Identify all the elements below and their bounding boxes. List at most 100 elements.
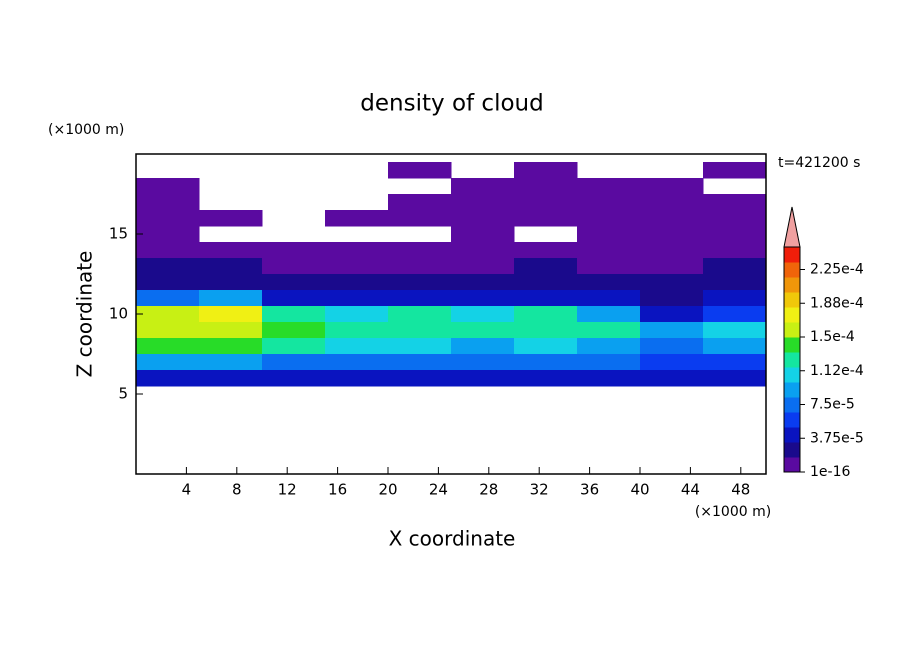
field-cell xyxy=(388,162,452,179)
field-cell xyxy=(199,242,263,259)
y-tick-label: 15 xyxy=(109,225,128,243)
field-cell xyxy=(199,274,263,291)
field-cell xyxy=(136,370,200,387)
field-cell xyxy=(640,258,704,275)
x-tick-label: 8 xyxy=(232,481,242,499)
field-cell xyxy=(325,306,389,323)
colorbar-band xyxy=(784,412,800,428)
field-cell xyxy=(325,258,389,275)
field-cell xyxy=(703,290,767,307)
field-cell xyxy=(514,162,578,179)
field-cell xyxy=(388,322,452,339)
colorbar-band xyxy=(784,382,800,398)
field-cell xyxy=(577,194,641,211)
field-cell xyxy=(388,338,452,355)
field-cell xyxy=(136,242,200,259)
field-cell xyxy=(640,290,704,307)
field-cell xyxy=(199,290,263,307)
field-cell xyxy=(199,322,263,339)
colorbar-label: 1.88e-4 xyxy=(810,295,864,311)
x-tick-label: 4 xyxy=(182,481,192,499)
field-cell xyxy=(388,354,452,371)
colorbar-label: 2.25e-4 xyxy=(810,262,864,278)
field-cell xyxy=(577,322,641,339)
field-cell xyxy=(640,370,704,387)
field-cell xyxy=(514,290,578,307)
field-cell xyxy=(262,370,326,387)
field-cell xyxy=(514,178,578,195)
colorbar-band xyxy=(784,427,800,443)
field-cell xyxy=(199,210,263,227)
field-cell xyxy=(514,210,578,227)
colorbar-band xyxy=(784,442,800,458)
x-axis-label: X coordinate xyxy=(389,527,516,551)
field-cell xyxy=(199,370,263,387)
field-cell xyxy=(451,258,515,275)
field-cell xyxy=(640,194,704,211)
field-cell xyxy=(640,322,704,339)
field-cell xyxy=(388,274,452,291)
field-cell xyxy=(514,258,578,275)
field-cell xyxy=(262,274,326,291)
x-tick-label: 24 xyxy=(429,481,448,499)
field-cell xyxy=(262,354,326,371)
x-unit: (×1000 m) xyxy=(695,504,771,520)
field-cell xyxy=(703,306,767,323)
field-cell xyxy=(136,322,200,339)
colorbar-band xyxy=(784,367,800,383)
field-cell xyxy=(577,258,641,275)
field-cell xyxy=(325,290,389,307)
field-cell xyxy=(451,226,515,243)
x-tick-label: 44 xyxy=(681,481,700,499)
field-cell xyxy=(136,226,200,243)
field-cell xyxy=(577,242,641,259)
field-cell xyxy=(451,306,515,323)
field-cell xyxy=(262,322,326,339)
colorbar-label: 1e-16 xyxy=(810,464,850,480)
field-cell xyxy=(451,194,515,211)
field-cell xyxy=(325,274,389,291)
colorbar-band xyxy=(784,337,800,353)
field-cell xyxy=(325,338,389,355)
colorbar-band xyxy=(784,352,800,368)
field-cell xyxy=(577,338,641,355)
colorbar-band xyxy=(784,277,800,293)
field-cell xyxy=(388,306,452,323)
field-cell xyxy=(199,338,263,355)
field-cell xyxy=(703,194,767,211)
field-cell xyxy=(703,162,767,179)
field-cell xyxy=(703,322,767,339)
field-cell xyxy=(703,242,767,259)
colorbar-frame xyxy=(783,246,801,473)
field-cell xyxy=(514,354,578,371)
field-cell xyxy=(640,226,704,243)
field-cell xyxy=(388,290,452,307)
field-cell xyxy=(136,290,200,307)
field-cell xyxy=(262,306,326,323)
field-cell xyxy=(514,322,578,339)
y-unit: (×1000 m) xyxy=(48,122,124,138)
field-cell xyxy=(514,274,578,291)
x-tick-label: 32 xyxy=(530,481,549,499)
colorbar-over xyxy=(783,206,801,248)
y-tick-label: 10 xyxy=(109,305,128,323)
field-cell xyxy=(451,290,515,307)
field-cell xyxy=(451,210,515,227)
field-cell xyxy=(388,210,452,227)
field-cell xyxy=(577,370,641,387)
field-cell xyxy=(136,178,200,195)
x-tick-label: 40 xyxy=(630,481,649,499)
field-cell xyxy=(640,354,704,371)
field-cell xyxy=(325,370,389,387)
field-cell xyxy=(451,274,515,291)
field-cell xyxy=(262,242,326,259)
field-cell xyxy=(577,226,641,243)
field-cell xyxy=(514,306,578,323)
field-cell xyxy=(325,242,389,259)
field-cell xyxy=(703,258,767,275)
field-cell xyxy=(388,242,452,259)
field-cell xyxy=(451,178,515,195)
field-cell xyxy=(451,322,515,339)
